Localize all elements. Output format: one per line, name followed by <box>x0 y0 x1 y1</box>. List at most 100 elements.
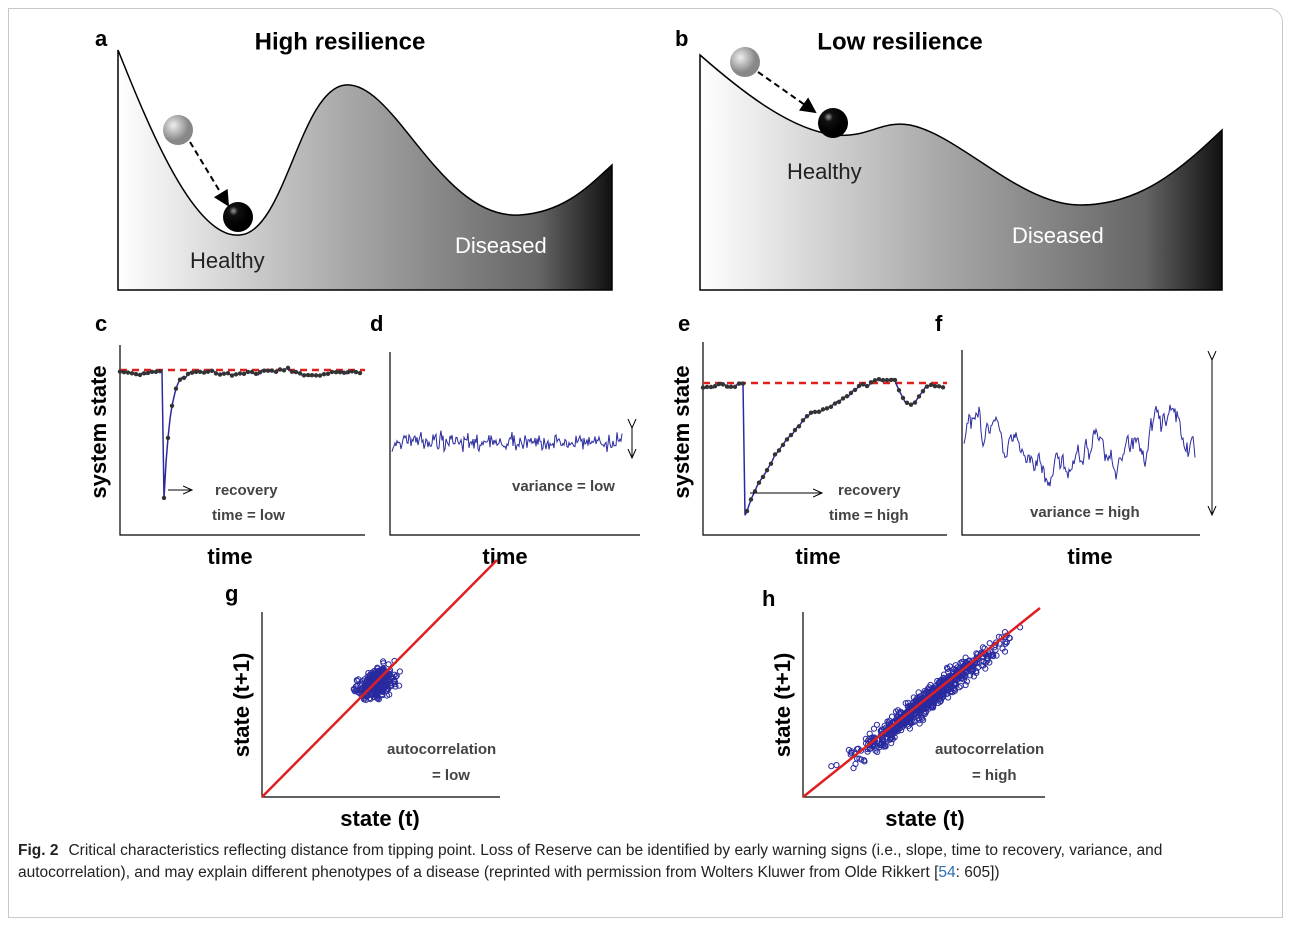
trace <box>386 672 393 679</box>
panel-letter: e <box>678 311 690 336</box>
trace <box>744 508 750 514</box>
trace <box>165 435 171 441</box>
trace <box>870 725 878 732</box>
axis-label: state (t) <box>340 806 419 830</box>
panel-letter: c <box>95 311 107 336</box>
trace <box>984 654 991 662</box>
trace <box>923 700 930 707</box>
axis-label: system state <box>86 365 111 498</box>
trace <box>153 369 159 374</box>
trace <box>880 377 886 383</box>
trace <box>944 665 951 673</box>
trace <box>317 373 323 378</box>
trace <box>233 372 239 377</box>
trace <box>700 385 706 390</box>
identity-line <box>261 559 498 798</box>
trace <box>901 719 908 726</box>
trace <box>149 369 155 375</box>
trace <box>141 371 147 376</box>
trace <box>833 762 840 769</box>
trace <box>221 371 227 376</box>
trace <box>907 714 914 721</box>
trace <box>989 651 997 658</box>
trace <box>325 371 331 376</box>
trace <box>177 377 183 382</box>
trace <box>892 708 900 715</box>
ball <box>223 202 253 232</box>
note: time = high <box>829 507 909 524</box>
trace <box>375 682 382 689</box>
trace <box>367 685 374 692</box>
trace <box>383 682 390 689</box>
trace <box>993 652 1000 659</box>
axis <box>702 342 947 536</box>
trace <box>915 689 922 696</box>
trace <box>772 452 778 457</box>
trace <box>888 377 894 383</box>
trace <box>321 372 327 377</box>
trace <box>924 384 930 389</box>
trace <box>372 688 379 695</box>
trace <box>804 413 810 419</box>
trace <box>894 725 901 733</box>
panel-letter: d <box>370 311 383 336</box>
ball <box>730 47 760 77</box>
trace <box>181 375 187 381</box>
axis-label: state (t) <box>885 806 964 830</box>
figure-frame <box>8 8 1283 918</box>
caption: Fig. 2 Critical characteristics reflectin… <box>18 840 1273 884</box>
trace <box>201 370 207 375</box>
trace <box>145 370 151 376</box>
trace <box>867 745 874 752</box>
trace <box>916 720 923 727</box>
trace <box>353 369 359 375</box>
trace <box>273 369 279 375</box>
trace <box>281 368 287 373</box>
trace <box>979 644 987 651</box>
trace <box>828 404 834 410</box>
trace <box>872 747 879 754</box>
trace <box>361 676 368 683</box>
panel-letter: b <box>675 26 688 51</box>
caption-text: : 605]) <box>955 864 1000 881</box>
trace <box>379 692 386 699</box>
panel-title: Low resilience <box>817 28 982 55</box>
trace <box>868 380 874 385</box>
citation-link[interactable]: 54 <box>938 864 956 881</box>
trace <box>333 370 339 375</box>
trace <box>261 368 267 373</box>
panel-letter: g <box>225 581 238 606</box>
trace <box>876 744 883 751</box>
trace <box>369 673 376 680</box>
trace <box>253 371 259 377</box>
trace <box>229 373 235 378</box>
trace <box>844 394 850 399</box>
trace <box>265 368 271 373</box>
trace <box>309 372 315 378</box>
trace <box>269 368 275 373</box>
trace <box>756 480 762 485</box>
trace <box>848 390 854 396</box>
trace <box>257 370 263 375</box>
trace <box>874 748 881 756</box>
trace <box>391 430 623 454</box>
trace <box>956 684 963 691</box>
trace <box>366 694 373 702</box>
trace <box>185 371 191 377</box>
trace <box>137 372 143 378</box>
trace <box>245 369 251 375</box>
trace <box>917 710 924 717</box>
trace <box>349 369 355 374</box>
trace <box>928 382 934 388</box>
trace <box>780 442 786 448</box>
trace <box>708 384 714 390</box>
trace <box>940 385 946 390</box>
trace <box>169 403 175 409</box>
trace <box>193 369 199 375</box>
trace <box>992 646 999 653</box>
trace <box>213 371 219 376</box>
note: autocorrelation <box>387 741 496 758</box>
trace <box>289 369 295 374</box>
trace <box>341 370 347 375</box>
trace <box>768 461 774 466</box>
